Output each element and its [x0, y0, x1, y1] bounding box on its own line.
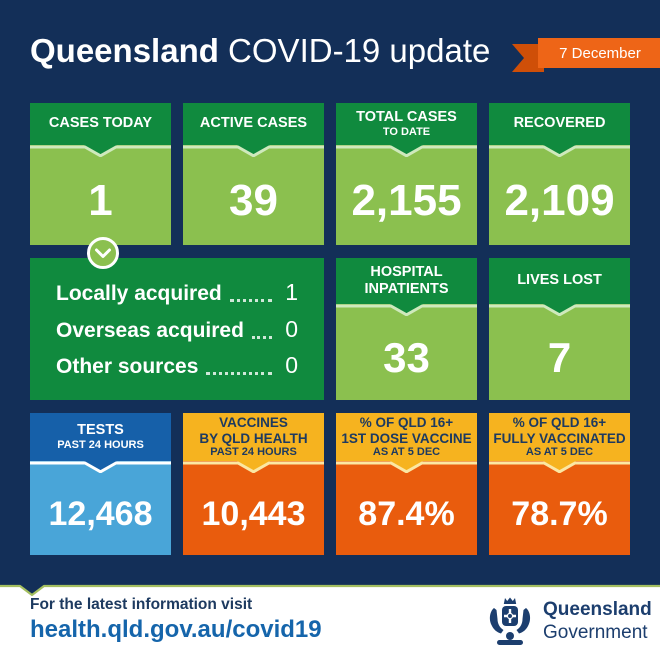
card-active-cases: ACTIVE CASES 39	[183, 103, 324, 245]
card-first-dose: % OF QLD 16+ 1ST DOSE VACCINE AS AT 5 DE…	[336, 413, 477, 555]
card-label: % OF QLD 16+	[512, 414, 607, 430]
card-label: VACCINES	[219, 414, 288, 430]
chevron-notch-divider-icon	[30, 461, 171, 473]
source-row-overseas-acquired: Overseas acquired 0	[56, 316, 298, 343]
chevron-notch-divider-icon	[489, 145, 630, 157]
card-value: 1	[30, 157, 171, 245]
card-label: RECOVERED	[513, 115, 606, 132]
card-value: 39	[183, 157, 324, 245]
card-vaccines-header: VACCINES BY QLD HEALTH PAST 24 HOURS	[183, 413, 324, 461]
card-lives-lost-header: LIVES LOST	[489, 258, 630, 304]
card-value: 2,109	[489, 157, 630, 245]
queensland-coat-of-arms-icon	[489, 597, 531, 645]
queensland-government-logo: Queensland Government	[486, 596, 652, 648]
page-title: Queensland COVID-19 update	[30, 32, 490, 70]
chevron-notch-divider-icon	[489, 461, 630, 473]
chevron-notch-divider-icon	[336, 145, 477, 157]
card-cases-today: CASES TODAY 1	[30, 103, 171, 245]
source-value: 1	[285, 279, 298, 306]
card-value: 2,155	[336, 157, 477, 245]
footer-notch-divider-icon	[0, 584, 660, 597]
card-cases-today-header: CASES TODAY	[30, 103, 171, 145]
card-label: TOTAL CASES	[356, 108, 457, 125]
source-label: Overseas acquired	[56, 318, 244, 342]
logo-title: Queensland	[543, 599, 652, 621]
card-label: ACTIVE CASES	[199, 115, 308, 132]
source-value: 0	[285, 315, 298, 342]
chevron-down-circle-icon	[87, 237, 119, 269]
card-vaccines: VACCINES BY QLD HEALTH PAST 24 HOURS 10,…	[183, 413, 324, 555]
card-tests: TESTS PAST 24 HOURS 12,468	[30, 413, 171, 555]
card-recovered: RECOVERED 2,109	[489, 103, 630, 245]
source-value: 0	[285, 351, 298, 378]
ribbon-fold-icon	[512, 44, 544, 72]
card-total-cases: TOTAL CASES TO DATE 2,155	[336, 103, 477, 245]
card-lives-lost: LIVES LOST 7	[489, 258, 630, 400]
chevron-notch-divider-icon	[183, 145, 324, 157]
source-row-locally-acquired: Locally acquired 1	[56, 279, 298, 306]
source-label: Locally acquired	[56, 282, 222, 306]
card-active-cases-header: ACTIVE CASES	[183, 103, 324, 145]
card-label: % OF QLD 16+	[359, 414, 454, 430]
chevron-notch-divider-icon	[30, 145, 171, 157]
dotted-leader	[251, 335, 272, 339]
card-sublabel: PAST 24 HOURS	[210, 446, 297, 459]
title-brand: Queensland	[30, 32, 219, 69]
card-label: INPATIENTS	[364, 281, 449, 297]
card-hospital-header: HOSPITAL INPATIENTS	[336, 258, 477, 304]
case-sources-panel: Locally acquired 1 Overseas acquired 0 O…	[30, 258, 324, 400]
card-label: LIVES LOST	[517, 272, 602, 289]
card-recovered-header: RECOVERED	[489, 103, 630, 145]
card-first-dose-header: % OF QLD 16+ 1ST DOSE VACCINE AS AT 5 DE…	[336, 413, 477, 461]
card-value: 12,468	[30, 473, 171, 555]
card-label: CASES TODAY	[48, 115, 153, 132]
card-sublabel: AS AT 5 DEC	[525, 446, 594, 459]
source-row-other-sources: Other sources 0	[56, 352, 298, 379]
dotted-leader	[229, 299, 272, 303]
card-tests-header: TESTS PAST 24 HOURS	[30, 413, 171, 461]
footer: For the latest information visit health.…	[0, 584, 660, 660]
card-sublabel: PAST 24 HOURS	[57, 439, 144, 452]
card-label: FULLY VACCINATED	[493, 430, 626, 446]
title-rest: COVID-19 update	[218, 32, 491, 69]
logo-text: Queensland Government	[543, 599, 652, 645]
card-value: 7	[489, 316, 630, 400]
chevron-notch-divider-icon	[336, 461, 477, 473]
card-fully-vaccinated: % OF QLD 16+ FULLY VACCINATED AS AT 5 DE…	[489, 413, 630, 555]
card-sublabel: TO DATE	[382, 126, 431, 139]
card-label: 1ST DOSE VACCINE	[341, 430, 472, 446]
card-value: 78.7%	[489, 473, 630, 555]
card-label: HOSPITAL	[370, 263, 443, 280]
source-label: Other sources	[56, 354, 199, 378]
card-value: 87.4%	[336, 473, 477, 555]
card-total-cases-header: TOTAL CASES TO DATE	[336, 103, 477, 145]
chevron-notch-divider-icon	[183, 461, 324, 473]
card-hospital-inpatients: HOSPITAL INPATIENTS 33	[336, 258, 477, 400]
footer-url-text: health.qld.gov.au/covid19	[30, 616, 322, 643]
card-sublabel: AS AT 5 DEC	[372, 446, 441, 459]
card-label: BY QLD HEALTH	[199, 430, 308, 446]
date-ribbon: 7 December	[538, 38, 660, 68]
card-fully-vaccinated-header: % OF QLD 16+ FULLY VACCINATED AS AT 5 DE…	[489, 413, 630, 461]
footer-info-text: For the latest information visit	[30, 596, 253, 613]
card-value: 33	[336, 316, 477, 400]
logo-subtitle: Government	[543, 622, 648, 643]
chevron-notch-divider-icon	[489, 304, 630, 316]
card-label: TESTS	[77, 421, 124, 438]
chevron-notch-divider-icon	[336, 304, 477, 316]
dotted-leader	[206, 371, 272, 375]
card-value: 10,443	[183, 473, 324, 555]
